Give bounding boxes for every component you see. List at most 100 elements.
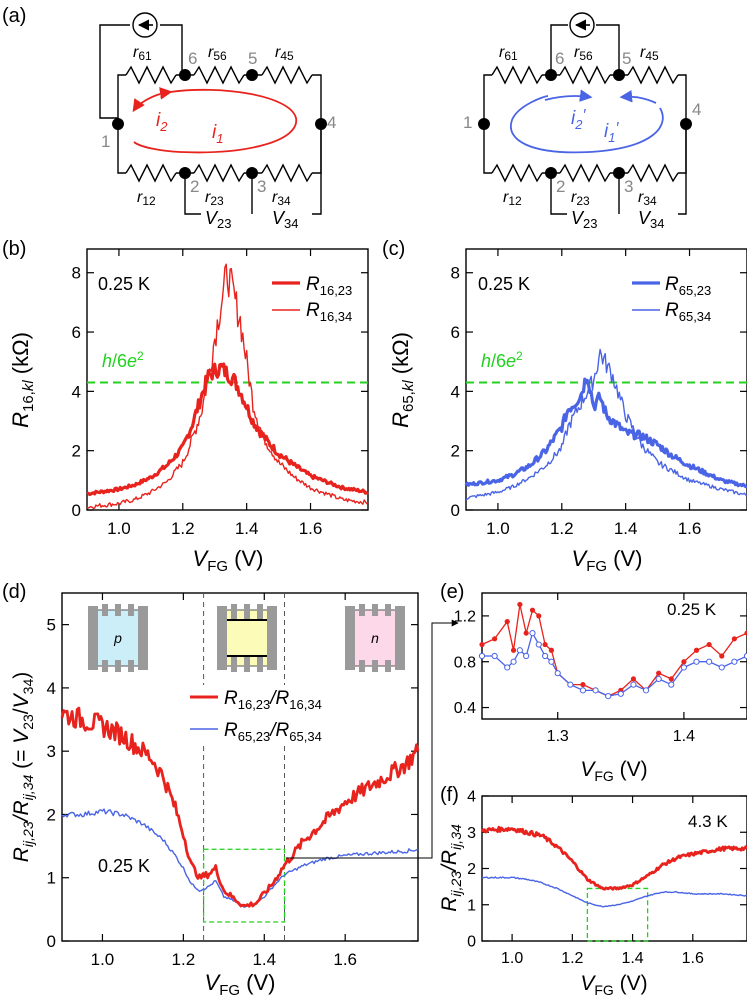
y-tick-label: 0 <box>467 934 476 951</box>
node-number: 2 <box>190 177 199 196</box>
chart-d: 1.0 1.2 1.4 1.6 0 1 2 3 4 5 p n <box>10 592 459 997</box>
data-point-blue <box>693 658 700 665</box>
series-line-r16-23 <box>86 362 369 497</box>
series-line-r65-34 <box>465 348 747 501</box>
temperature-label: 0.25 K <box>98 856 150 876</box>
current-label-i1: i1 <box>212 122 223 146</box>
data-point-blue <box>706 658 713 665</box>
legend-label: R16,23 <box>306 274 352 298</box>
y-tick-label: 1.2 <box>454 609 476 626</box>
series-line-r65-23 <box>464 377 747 489</box>
current-label-i2-prime: i2′ <box>571 107 586 132</box>
data-point-red <box>517 601 523 608</box>
label-r56: r56 <box>208 44 227 63</box>
y-tick-label: 6 <box>451 323 460 342</box>
temperature-label: 0.25 K <box>478 274 530 294</box>
data-point-red <box>630 676 637 682</box>
series-line-blue <box>482 631 747 697</box>
node-number: 1 <box>101 132 110 151</box>
series-line-blue <box>481 876 747 908</box>
data-point-red <box>731 636 737 642</box>
y-tick-label: 1 <box>47 869 56 888</box>
current-label-i2: i2 <box>156 110 168 134</box>
data-point-blue <box>743 652 747 660</box>
label-r34: r34 <box>272 189 291 208</box>
legend-label: R65,23 <box>665 274 711 298</box>
x-tick-label: 1.2 <box>550 519 574 538</box>
chart-f: 1.0 1.2 1.4 1.6 0 1 2 3 4 4.3 K Rij,23/Rij,34 VF… <box>438 789 747 997</box>
x-tick-label: 1.3 <box>547 728 569 745</box>
x-tick-label: 1.4 <box>614 519 638 538</box>
data-point-red <box>656 670 662 676</box>
resistor-r61 <box>491 65 543 85</box>
x-tick-label: 1.6 <box>682 950 704 967</box>
temperature-label: 0.25 K <box>98 274 150 294</box>
x-axis-label: VFG (V) <box>205 970 276 997</box>
resistor-r34 <box>627 163 679 183</box>
data-point-red <box>719 653 725 659</box>
resistor-r45 <box>627 65 679 85</box>
chart-b: 1.0 1.2 1.4 1.6 0 2 4 6 8 0.25 K R16,23 R16,34 h… <box>8 248 369 575</box>
data-point-blue <box>579 687 587 694</box>
x-axis-label: VFG (V) <box>580 758 647 784</box>
data-point-blue <box>668 681 675 688</box>
label-v23: V23 <box>205 208 231 231</box>
legend-box <box>183 685 373 743</box>
label-r45: r45 <box>640 44 659 63</box>
y-axis-label: Rij,23/Rij,34 <box>438 824 464 912</box>
node-dot <box>613 167 625 179</box>
y-tick-label: 2 <box>467 861 476 878</box>
resistor-r12 <box>125 163 177 183</box>
y-axis-label: R16,kl (kΩ) <box>8 332 37 428</box>
data-point-blue <box>718 664 725 671</box>
data-point-blue <box>535 641 542 648</box>
plot-frame <box>465 248 747 511</box>
panel-label-e: (e) <box>440 581 464 603</box>
data-point-blue <box>630 681 637 688</box>
chart-c: 1.0 1.2 1.4 1.6 0 2 4 6 8 0.25 K R65,23 R65,34 h… <box>388 248 747 575</box>
x-tick-label: 1.6 <box>678 519 702 538</box>
data-point-blue <box>510 658 517 665</box>
label-r23: r23 <box>205 189 224 208</box>
y-tick-label: 4 <box>467 789 476 806</box>
y-tick-label: 0 <box>47 932 56 951</box>
x-tick-label: 1.4 <box>252 950 276 969</box>
x-axis-label: VFG (V) <box>572 546 643 575</box>
series-line-red <box>481 604 747 697</box>
y-axis-label: Rij,23/Rij,34 (= V23/V34) <box>10 672 36 863</box>
device-icon-p: p <box>88 604 148 672</box>
label-v34: V34 <box>272 208 298 231</box>
data-point-red <box>492 636 498 642</box>
data-point-blue <box>529 629 536 637</box>
x-axis-label: VFG (V) <box>580 972 647 997</box>
y-tick-label: 4 <box>451 382 460 401</box>
label-r61: r61 <box>133 44 152 63</box>
label-r56: r56 <box>574 44 593 63</box>
data-point-blue <box>491 652 498 660</box>
node-number: 3 <box>624 177 633 196</box>
data-point-red <box>510 647 517 653</box>
node-dot <box>613 69 625 81</box>
node-dot <box>179 69 191 81</box>
x-tick-label: 1.6 <box>333 950 357 969</box>
svg-text:p: p <box>113 630 122 646</box>
zoom-connector <box>286 619 459 859</box>
y-tick-label: 4 <box>72 382 81 401</box>
data-point-red <box>668 676 674 682</box>
node-dot <box>112 118 124 130</box>
resistor-r45 <box>261 65 313 85</box>
resistor-r56 <box>559 65 611 85</box>
data-point-blue <box>541 652 549 660</box>
node-dot <box>478 118 490 130</box>
x-tick-label: 1.2 <box>171 519 195 538</box>
x-axis-label: VFG (V) <box>193 546 264 575</box>
plot-frame <box>61 592 419 942</box>
zoom-box <box>586 887 649 942</box>
legend-label: R65,23/R65,34 <box>224 720 322 744</box>
node-number: 3 <box>257 177 266 196</box>
svg-text:n: n <box>371 630 379 646</box>
x-tick-label: 1.2 <box>172 950 196 969</box>
resistor-r23 <box>559 163 611 183</box>
temperature-label: 0.25 K <box>667 600 717 619</box>
hline-label: h/6e2 <box>481 349 523 371</box>
